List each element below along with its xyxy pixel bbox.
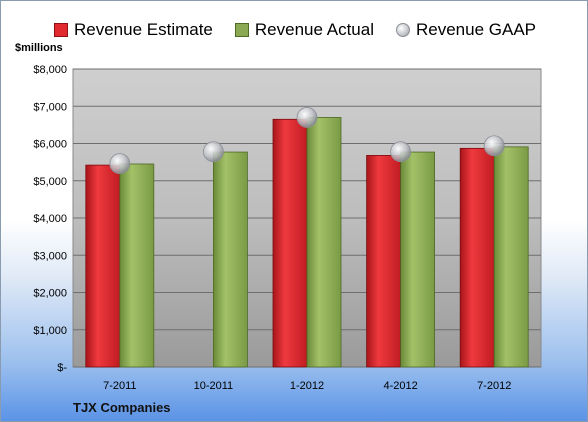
marker-revenue-gaap [296, 107, 318, 128]
bar-revenue-actual [493, 146, 529, 368]
company-label: TJX Companies [73, 400, 171, 415]
bar-revenue-estimate [85, 164, 121, 368]
legend-swatch-actual [234, 23, 249, 37]
legend-swatch-gaap [395, 23, 410, 37]
bar-revenue-actual [400, 151, 436, 368]
y-tick-label: $4,000 [33, 213, 67, 225]
bar-revenue-estimate [272, 118, 308, 368]
x-tick-label: 4-2012 [383, 380, 417, 392]
legend-item-gaap: Revenue GAAP [395, 20, 536, 40]
marker-revenue-gaap [483, 135, 505, 157]
legend-item-actual: Revenue Actual [234, 20, 374, 40]
x-tick-label: 7-2011 [103, 380, 136, 392]
x-tick-label: 7-2012 [477, 380, 511, 392]
x-tick-label: 10-2011 [194, 380, 234, 392]
bar-revenue-estimate [366, 155, 402, 368]
units-label: $millions [15, 42, 63, 54]
bar-revenue-estimate [459, 147, 495, 368]
y-tick-label: $2,000 [33, 288, 67, 300]
bar-revenue-actual [119, 163, 155, 368]
x-tick-label: 1-2012 [290, 380, 324, 392]
y-tick-label: $1,000 [33, 325, 67, 337]
legend-label-estimate: Revenue Estimate [73, 20, 213, 39]
y-tick-label: $6,000 [33, 139, 67, 151]
y-tick-label: $7,000 [33, 101, 67, 113]
marker-revenue-gaap [390, 141, 412, 163]
marker-revenue-gaap [109, 153, 131, 175]
legend-swatch-estimate [53, 23, 68, 37]
y-tick-label: $- [57, 362, 67, 374]
bar-revenue-actual [212, 151, 248, 368]
legend: Revenue Estimate Revenue Actual Revenue … [1, 15, 587, 45]
marker-revenue-gaap [202, 141, 224, 163]
bar-revenue-actual [306, 117, 342, 368]
legend-item-estimate: Revenue Estimate [53, 20, 213, 40]
legend-label-gaap: Revenue GAAP [415, 20, 536, 39]
y-tick-label: $3,000 [33, 250, 67, 262]
y-tick-label: $8,000 [33, 64, 67, 76]
legend-label-actual: Revenue Actual [254, 20, 374, 39]
y-tick-label: $5,000 [33, 176, 67, 188]
